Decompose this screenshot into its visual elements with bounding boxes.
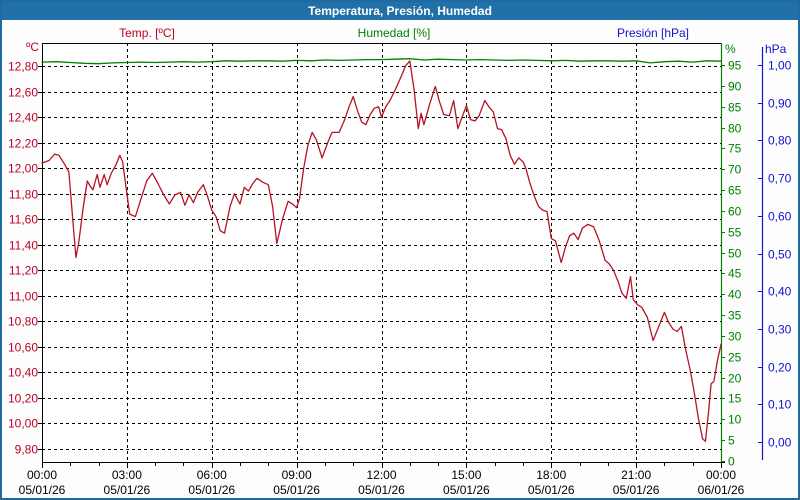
svg-text:50: 50: [728, 247, 742, 261]
svg-text:05/01/26: 05/01/26: [188, 483, 235, 497]
svg-text:05/01/26: 05/01/26: [19, 483, 66, 497]
humidity-axis-unit: %: [725, 42, 736, 56]
svg-text:18:00: 18:00: [536, 468, 566, 482]
svg-text:11,00: 11,00: [9, 290, 38, 304]
svg-text:90: 90: [728, 80, 742, 94]
svg-text:10,20: 10,20: [8, 392, 38, 406]
pressure-axis-unit: hPa: [765, 42, 787, 56]
svg-text:12:00: 12:00: [366, 468, 396, 482]
svg-text:0,80: 0,80: [768, 134, 792, 148]
svg-text:0: 0: [728, 455, 735, 469]
svg-text:05/01/26: 05/01/26: [273, 483, 320, 497]
svg-text:45: 45: [728, 267, 742, 281]
temp-axis-unit: ºC: [25, 40, 39, 54]
svg-text:11,80: 11,80: [9, 188, 38, 202]
svg-text:0,00: 0,00: [768, 436, 792, 450]
svg-text:03:00: 03:00: [112, 468, 142, 482]
svg-text:25: 25: [728, 351, 742, 365]
svg-text:06/01/26: 06/01/26: [698, 483, 745, 497]
svg-text:65: 65: [728, 184, 742, 198]
svg-text:10,40: 10,40: [8, 366, 38, 380]
svg-text:20: 20: [728, 372, 742, 386]
svg-text:12,80: 12,80: [8, 60, 38, 74]
svg-text:00:00: 00:00: [27, 468, 57, 482]
svg-text:12,00: 12,00: [8, 162, 38, 176]
svg-text:0,10: 0,10: [768, 398, 792, 412]
svg-text:12,40: 12,40: [8, 111, 38, 125]
svg-text:75: 75: [728, 142, 742, 156]
svg-text:11,60: 11,60: [9, 213, 38, 227]
svg-text:40: 40: [728, 288, 742, 302]
svg-text:85: 85: [728, 101, 742, 115]
svg-text:0,20: 0,20: [768, 361, 792, 375]
svg-text:0,50: 0,50: [768, 248, 792, 262]
svg-text:5: 5: [728, 434, 735, 448]
svg-text:9,80: 9,80: [15, 443, 39, 457]
svg-text:06:00: 06:00: [197, 468, 227, 482]
svg-text:70: 70: [728, 163, 742, 177]
svg-text:30: 30: [728, 330, 742, 344]
svg-text:12,20: 12,20: [8, 137, 38, 151]
svg-text:0,90: 0,90: [768, 97, 792, 111]
legend-humidity: Humedad [%]: [357, 26, 431, 40]
title-bar: Temperatura, Presión, Humedad: [2, 2, 798, 20]
svg-text:10: 10: [728, 413, 742, 427]
svg-text:15: 15: [728, 392, 742, 406]
svg-text:60: 60: [728, 205, 742, 219]
svg-text:55: 55: [728, 226, 742, 240]
svg-text:05/01/26: 05/01/26: [358, 483, 405, 497]
svg-text:95: 95: [728, 59, 742, 73]
svg-text:05/01/26: 05/01/26: [104, 483, 151, 497]
svg-text:0,60: 0,60: [768, 210, 792, 224]
svg-text:11,40: 11,40: [9, 239, 38, 253]
svg-text:0,70: 0,70: [768, 172, 792, 186]
legend-temperature: Temp. [ºC]: [119, 26, 175, 40]
svg-text:11,20: 11,20: [9, 264, 38, 278]
svg-text:21:00: 21:00: [621, 468, 651, 482]
svg-text:05/01/26: 05/01/26: [528, 483, 575, 497]
svg-text:10,80: 10,80: [8, 315, 38, 329]
svg-text:05/01/26: 05/01/26: [613, 483, 660, 497]
svg-text:10,00: 10,00: [8, 417, 38, 431]
chart-title: Temperatura, Presión, Humedad: [308, 4, 492, 18]
svg-text:12,60: 12,60: [8, 86, 38, 100]
svg-text:35: 35: [728, 309, 742, 323]
svg-text:00:00: 00:00: [706, 468, 736, 482]
svg-text:09:00: 09:00: [282, 468, 312, 482]
legend-pressure: Presión [hPa]: [616, 26, 690, 40]
svg-text:0,40: 0,40: [768, 285, 792, 299]
svg-text:1,00: 1,00: [768, 59, 792, 73]
svg-text:0,30: 0,30: [768, 323, 792, 337]
svg-text:80: 80: [728, 122, 742, 136]
svg-text:05/01/26: 05/01/26: [443, 483, 490, 497]
svg-text:15:00: 15:00: [451, 468, 481, 482]
svg-text:10,60: 10,60: [8, 341, 38, 355]
